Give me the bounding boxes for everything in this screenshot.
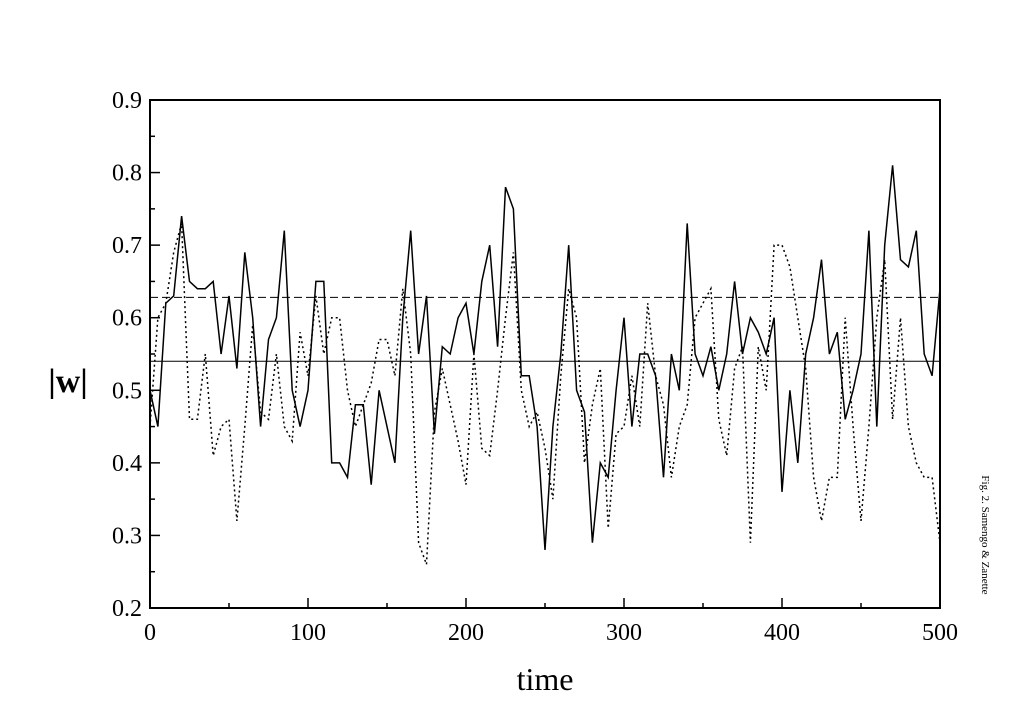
- y-tick-label: 0.9: [112, 88, 142, 114]
- y-tick-label: 0.5: [112, 378, 142, 404]
- y-tick-label: 0.4: [112, 451, 142, 477]
- data-line: [149, 165, 941, 550]
- y-tick-label: 0.2: [112, 596, 142, 622]
- y-tick-label: 0.7: [112, 233, 142, 259]
- x-tick-label: 200: [448, 620, 484, 646]
- x-axis-label: time: [517, 661, 574, 697]
- y-tick-label: 0.3: [112, 523, 142, 549]
- plot-frame: [149, 99, 941, 609]
- x-tick-label: 500: [922, 620, 958, 646]
- data-line: [149, 223, 941, 565]
- x-tick-label: 100: [290, 620, 326, 646]
- x-tick-label: 300: [606, 620, 642, 646]
- y-tick-label: 0.8: [112, 161, 142, 187]
- y-tick-label: 0.6: [112, 306, 142, 332]
- x-tick-label: 0: [144, 620, 156, 646]
- x-tick-label: 400: [764, 620, 800, 646]
- y-axis-label: |w|: [48, 363, 88, 400]
- caption: Fig. 2. Samengo & Zanette: [979, 475, 991, 594]
